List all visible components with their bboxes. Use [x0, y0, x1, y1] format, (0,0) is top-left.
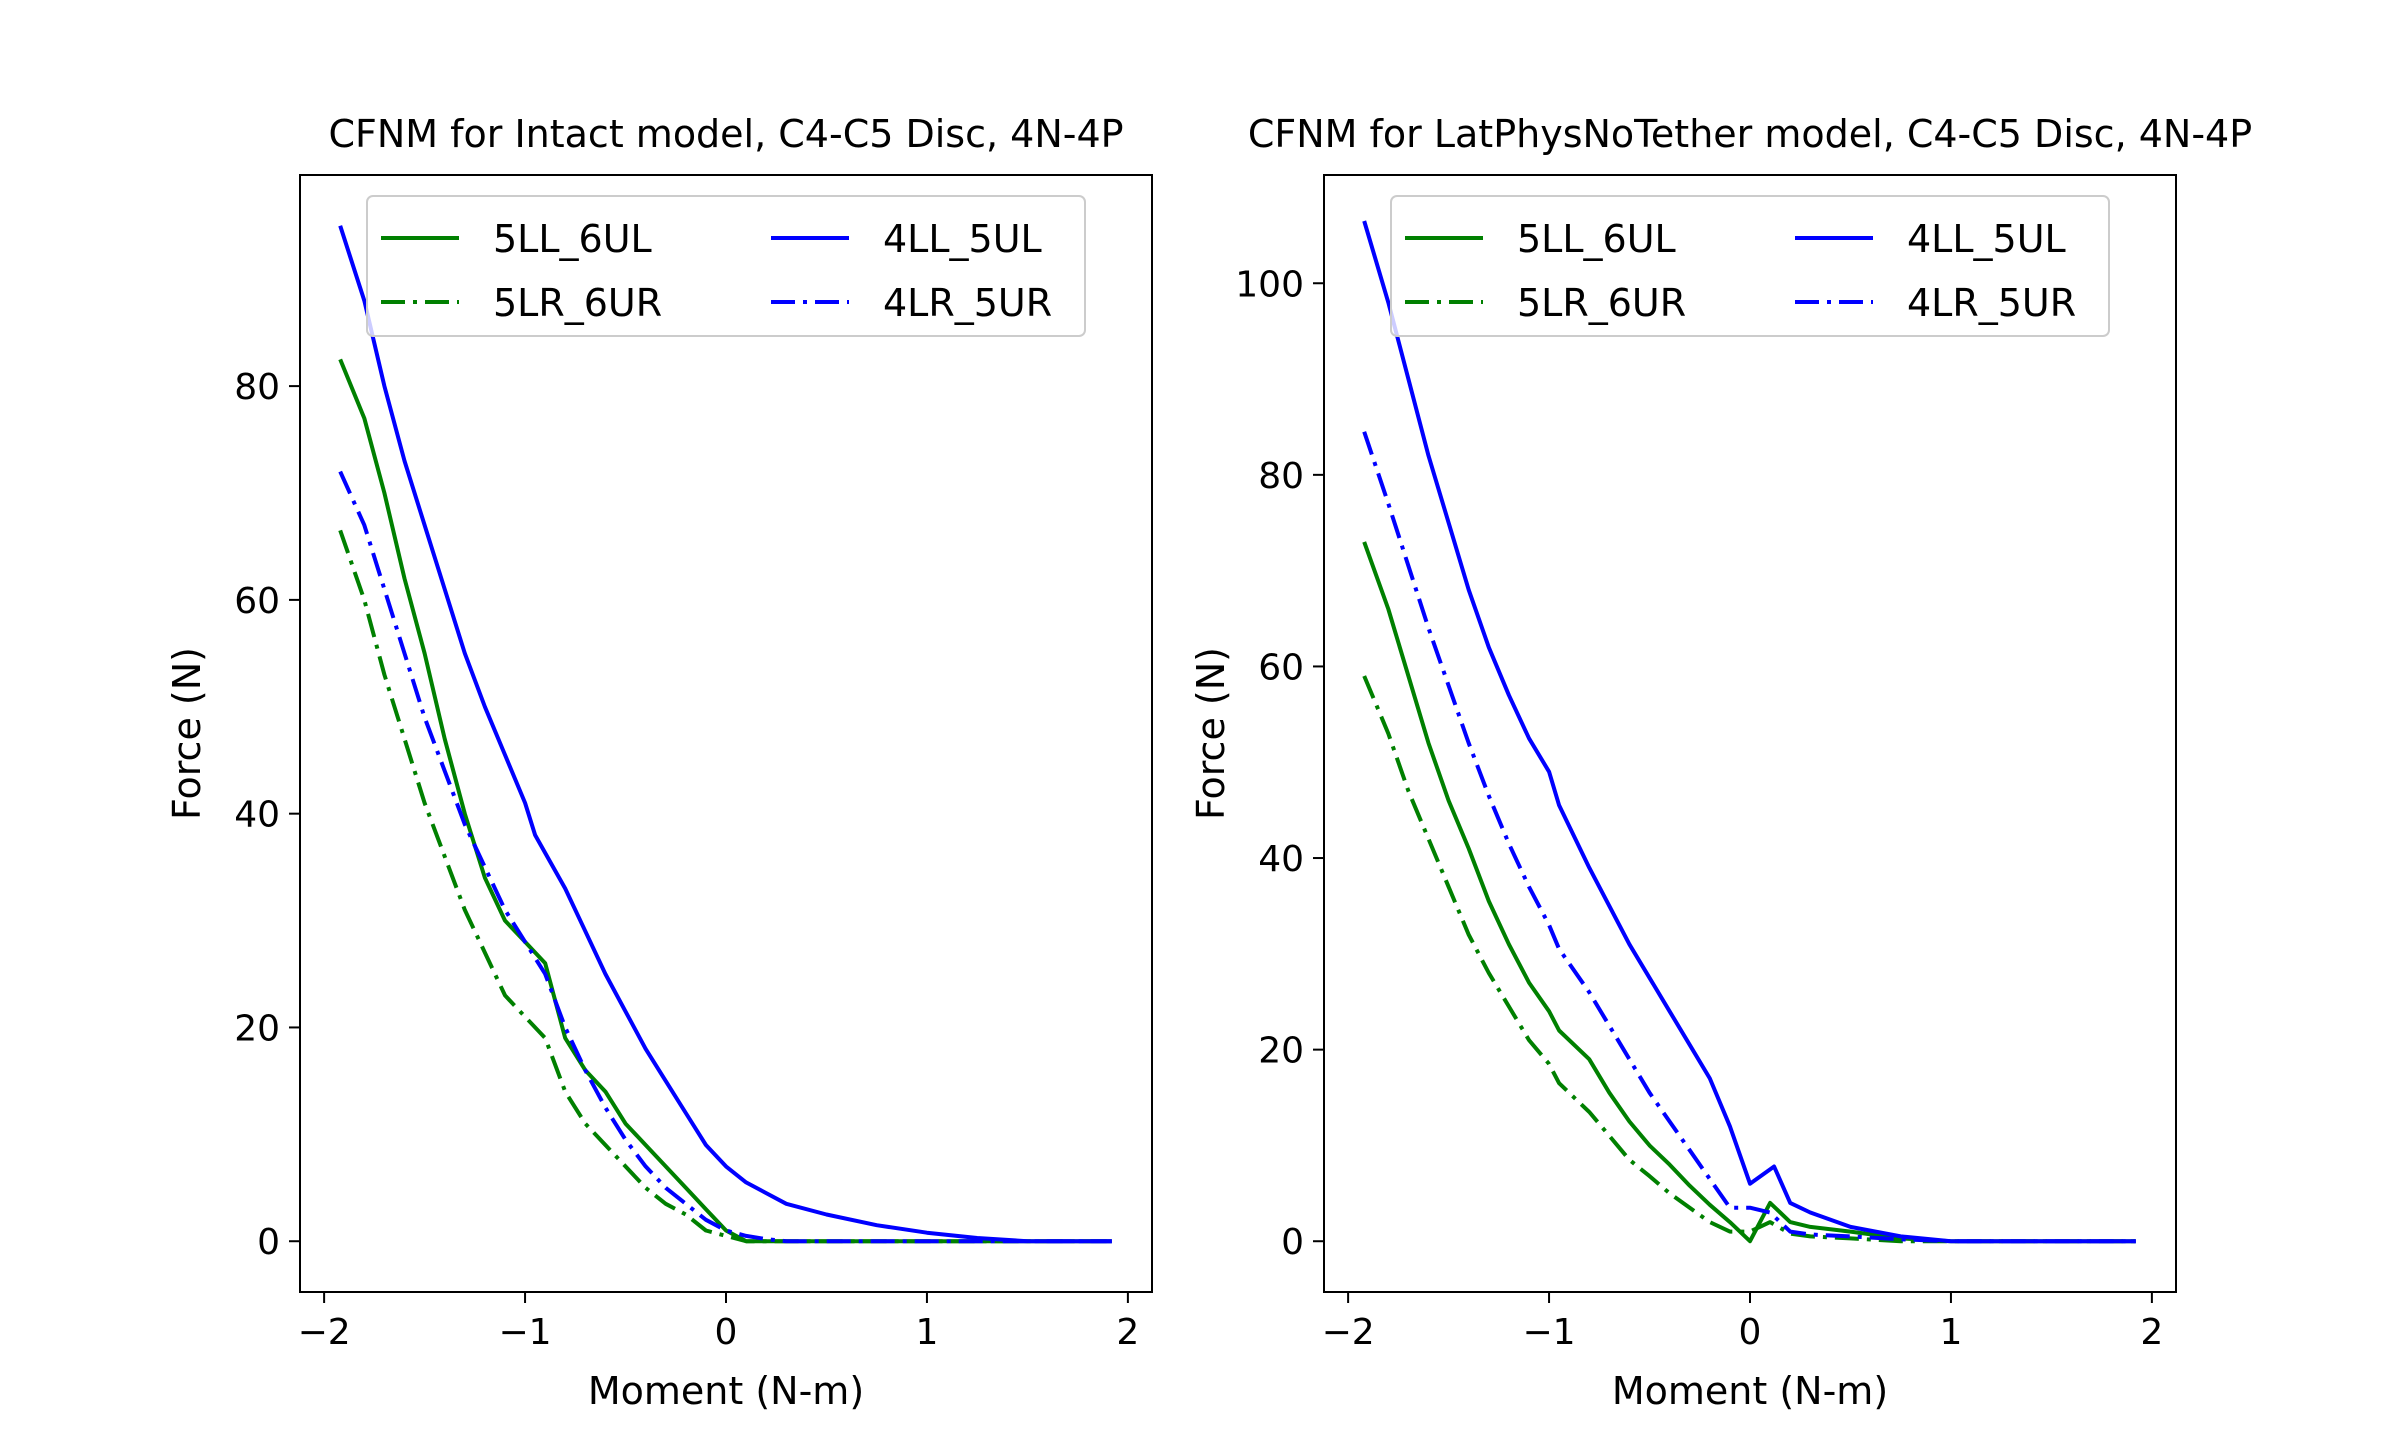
x-tick-label: 0 [715, 1312, 738, 1353]
legend-label: 5LL_6UL [493, 217, 652, 261]
x-tick-label: −1 [499, 1312, 552, 1353]
x-axis-label: Moment (N-m) [588, 1369, 864, 1413]
y-tick-label: 0 [1281, 1222, 1304, 1263]
x-tick-label: −2 [298, 1312, 351, 1353]
legend-label: 4LL_5UL [1907, 217, 2066, 261]
y-tick-label: 40 [234, 795, 280, 836]
x-tick-label: 2 [2140, 1312, 2163, 1353]
chart-title: CFNM for LatPhysNoTether model, C4-C5 Di… [1248, 112, 2252, 156]
legend: 5LL_6UL 5LR_6UR 4LL_5UL 4LR_5UR [366, 195, 1086, 337]
y-tick-label: 40 [1258, 839, 1304, 880]
x-tick-label: 2 [1116, 1312, 1139, 1353]
series-line-4lr-5ur [1362, 431, 2136, 1244]
y-axis-label: Force (N) [1189, 647, 1233, 820]
x-axis-label: Moment (N-m) [1612, 1369, 1888, 1413]
y-tick-label: 60 [1258, 647, 1304, 688]
chart-panel-1: CFNM for Intact model, C4-C5 Disc, 4N-4P… [165, 112, 1153, 1413]
legend-label: 5LR_6UR [1517, 281, 1686, 325]
series-line-5ll-6ul [338, 358, 1112, 1244]
series-line-4ll-5ul [1362, 220, 2136, 1244]
y-tick-label: 0 [257, 1222, 280, 1263]
x-tick-label: 0 [1739, 1312, 1762, 1353]
x-tick-label: −2 [1322, 1312, 1375, 1353]
axes-frame [299, 174, 1153, 1293]
legend-label: 5LL_6UL [1517, 217, 1676, 261]
y-tick-label: 80 [1258, 456, 1304, 497]
y-tick-label: 20 [234, 1008, 280, 1049]
y-tick-label: 20 [1258, 1031, 1304, 1072]
legend-frame [1390, 195, 2110, 337]
y-tick-label: 80 [234, 367, 280, 408]
series-line-5lr-6ur [1362, 675, 2136, 1244]
legend-label: 4LR_5UR [883, 281, 1052, 325]
y-tick-label: 60 [234, 581, 280, 622]
axes-frame [1323, 174, 2177, 1293]
series-line-4ll-5ul [338, 225, 1112, 1244]
legend-frame [366, 195, 1086, 337]
series-line-4lr-5ur [338, 470, 1112, 1244]
legend-label: 5LR_6UR [493, 281, 662, 325]
legend-label: 4LL_5UL [883, 217, 1042, 261]
x-tick-label: −1 [1523, 1312, 1576, 1353]
legend-label: 4LR_5UR [1907, 281, 2076, 325]
y-axis-label: Force (N) [165, 647, 209, 820]
series-line-5ll-6ul [1362, 541, 2136, 1244]
legend: 5LL_6UL 5LR_6UR 4LL_5UL 4LR_5UR [1390, 195, 2110, 337]
y-tick-label: 100 [1235, 264, 1304, 305]
chart-title: CFNM for Intact model, C4-C5 Disc, 4N-4P [328, 112, 1123, 156]
chart-panel-2: CFNM for LatPhysNoTether model, C4-C5 Di… [1189, 112, 2252, 1413]
x-tick-label: 1 [1939, 1312, 1962, 1353]
series-line-5lr-6ur [338, 529, 1112, 1244]
x-tick-label: 1 [915, 1312, 938, 1353]
